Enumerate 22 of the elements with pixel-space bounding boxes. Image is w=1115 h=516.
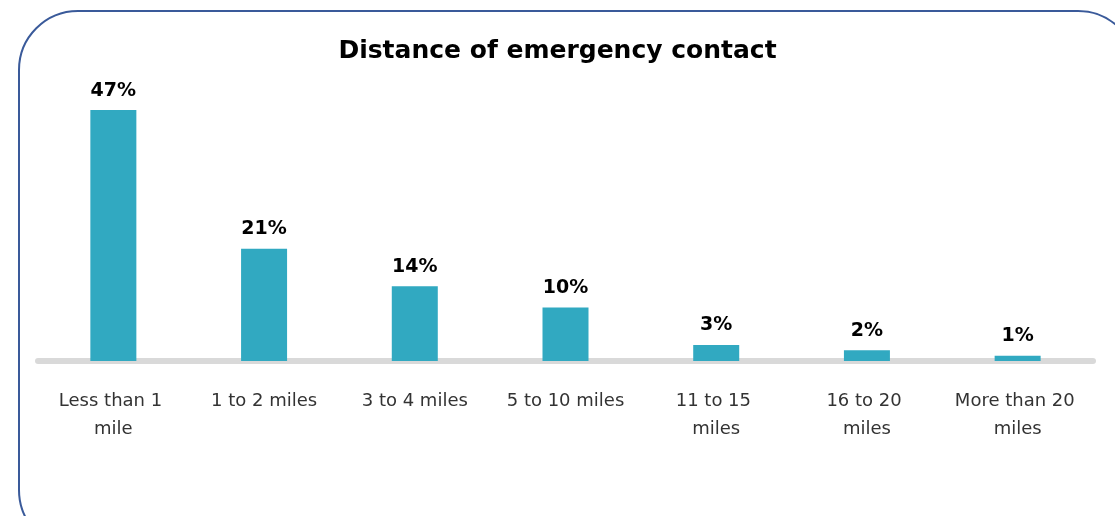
data-label: 3%: [700, 312, 733, 335]
x-tick-label: Less than 1 mile: [58, 388, 168, 438]
bar: [241, 248, 288, 361]
data-label: 2%: [850, 317, 884, 340]
data-label: 47%: [90, 77, 137, 100]
bar: [693, 344, 740, 361]
x-tick-label: More than 20 miles: [954, 388, 1081, 438]
x-tick-label: 16 to 20 miles: [826, 388, 908, 438]
data-label: 14%: [392, 253, 438, 276]
x-tick-label: 1 to 2 miles: [211, 388, 318, 410]
chart-title: Distance of emergency contact: [338, 35, 777, 64]
data-label: 21%: [241, 216, 287, 239]
bar: [994, 355, 1041, 361]
data-label: 10%: [542, 275, 589, 298]
x-tick-label: 3 to 4 miles: [361, 388, 468, 410]
bar: [90, 110, 137, 361]
bar: [843, 350, 890, 361]
x-tick-label: 5 to 10 miles: [506, 388, 625, 410]
x-tick-label: 11 to 15 miles: [675, 388, 757, 438]
bar: [391, 286, 438, 361]
bar: [542, 307, 589, 361]
data-label: 1%: [1001, 323, 1034, 346]
